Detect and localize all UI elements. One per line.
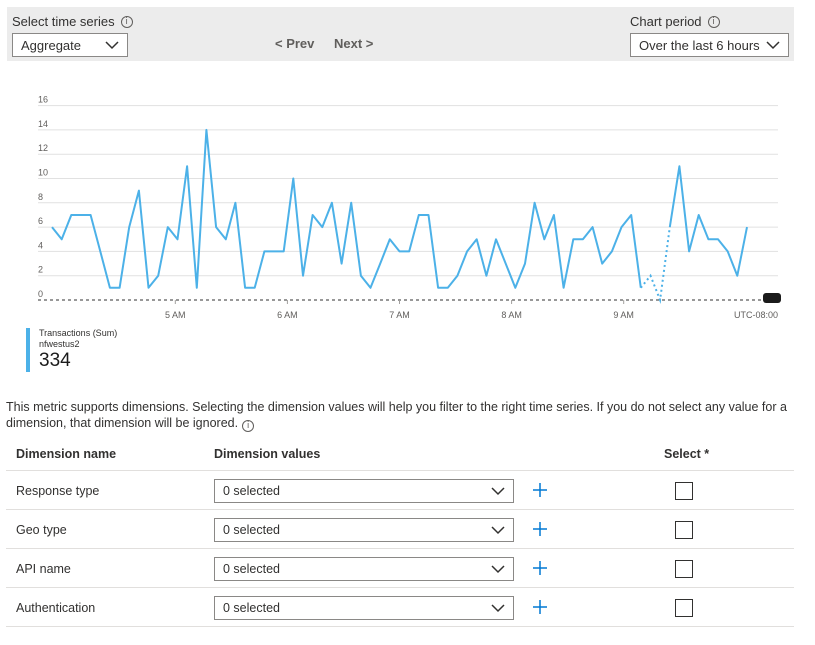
dimension-name: Geo type — [16, 523, 67, 537]
chart-legend[interactable]: Transactions (Sum) nfwestus2 334 — [26, 328, 117, 372]
x-tick-label: 6 AM — [277, 310, 298, 320]
x-tick-label: 5 AM — [165, 310, 186, 320]
dimension-name: Response type — [16, 484, 100, 498]
chevron-down-icon — [766, 41, 780, 50]
select-checkbox[interactable] — [675, 482, 693, 500]
y-tick-label: 6 — [38, 216, 43, 226]
table-row: Geo type 0 selected — [6, 510, 794, 549]
chevron-down-icon — [491, 604, 505, 613]
info-icon[interactable]: i — [242, 420, 255, 432]
y-tick-label: 0 — [38, 289, 43, 299]
dimension-table: Dimension name Dimension values Select *… — [6, 437, 794, 627]
header-select: Select * — [664, 447, 710, 461]
select-checkbox[interactable] — [675, 560, 693, 578]
time-series-label: Select time series i — [12, 14, 133, 29]
dimension-description: This metric supports dimensions. Selecti… — [6, 400, 787, 432]
chevron-down-icon — [491, 526, 505, 535]
y-tick-label: 4 — [38, 240, 43, 250]
timezone-label: UTC-08:00 — [734, 310, 778, 320]
y-tick-label: 12 — [38, 143, 48, 153]
dimension-name: Authentication — [16, 601, 96, 615]
x-tick-label: 8 AM — [501, 310, 522, 320]
chevron-down-icon — [105, 41, 119, 50]
time-series-dropdown[interactable]: Aggregate — [12, 33, 128, 57]
legend-metric: Transactions (Sum) — [39, 328, 118, 338]
dimension-values-dropdown[interactable]: 0 selected — [214, 479, 514, 503]
header-dimension-values: Dimension values — [214, 447, 321, 461]
dimension-values-dropdown[interactable]: 0 selected — [214, 518, 514, 542]
y-tick-label: 14 — [38, 119, 48, 129]
chevron-down-icon — [491, 565, 505, 574]
legend-resource: nfwestus2 — [39, 339, 80, 349]
add-icon[interactable] — [532, 560, 548, 576]
add-icon[interactable] — [532, 521, 548, 537]
x-tick-label: 7 AM — [389, 310, 410, 320]
select-checkbox[interactable] — [675, 521, 693, 539]
next-button[interactable]: Next > — [334, 36, 374, 51]
toolbar: Select time series i Aggregate < Prev Ne… — [7, 7, 794, 61]
legend-value: 334 — [39, 350, 71, 371]
dimension-name: API name — [16, 562, 71, 576]
dimension-values-dropdown[interactable]: 0 selected — [214, 557, 514, 581]
table-row: API name 0 selected — [6, 549, 794, 588]
series-line-gap — [640, 226, 671, 304]
range-end-marker — [763, 293, 781, 303]
y-tick-label: 10 — [38, 168, 48, 178]
x-tick-label: 9 AM — [613, 310, 634, 320]
add-icon[interactable] — [532, 482, 548, 498]
prev-button[interactable]: < Prev — [275, 36, 315, 51]
table-header: Dimension name Dimension values Select * — [6, 437, 794, 471]
y-tick-label: 2 — [38, 265, 43, 275]
series-line — [51, 128, 642, 289]
add-icon[interactable] — [532, 599, 548, 615]
info-icon[interactable]: i — [120, 15, 133, 28]
y-tick-label: 16 — [38, 95, 48, 105]
chart-period-dropdown[interactable]: Over the last 6 hours — [630, 33, 789, 57]
series-line — [668, 165, 748, 277]
info-icon[interactable]: i — [707, 15, 720, 28]
header-dimension-name: Dimension name — [16, 447, 117, 461]
chevron-down-icon — [491, 487, 505, 496]
select-checkbox[interactable] — [675, 599, 693, 617]
y-tick-label: 8 — [38, 192, 43, 202]
table-row: Authentication 0 selected — [6, 588, 794, 627]
table-row: Response type 0 selected — [6, 471, 794, 510]
metric-chart[interactable]: 0 2 4 6 8 10 12 14 16 5 AM 6 AM 7 AM 8 AM 9 AM UTC-08:… — [0, 90, 815, 330]
dimension-values-dropdown[interactable]: 0 selected — [214, 596, 514, 620]
chart-period-label: Chart period i — [630, 14, 720, 29]
